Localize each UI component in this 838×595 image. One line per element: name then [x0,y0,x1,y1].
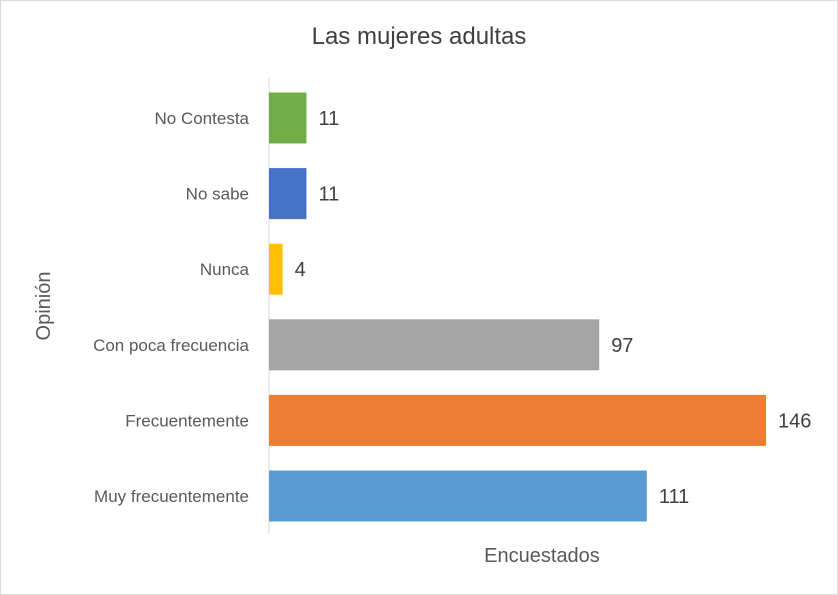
bar-5 [269,92,307,144]
value-label-1: 146 [778,410,811,432]
category-label-5: No Contesta [155,109,250,128]
bar-0 [269,470,647,522]
bar-1 [269,394,766,446]
chart-title: Las mujeres adultas [312,23,527,50]
category-label-0: Muy frecuentemente [94,487,249,506]
value-label-3: 4 [295,259,306,281]
value-label-5: 11 [318,108,339,130]
category-label-2: Con poca frecuencia [93,336,249,355]
category-label-1: Frecuentemente [125,411,249,430]
value-labels: 111 146 97 4 11 11 [295,108,812,508]
bar-4 [269,168,307,220]
value-label-2: 97 [611,335,633,357]
bar-3 [269,243,283,295]
category-labels: Muy frecuentemente Frecuentemente Con poca… [93,109,249,506]
bars-group [269,92,766,522]
bar-2 [269,319,600,371]
category-label-4: No sabe [186,185,249,204]
x-axis-title: Encuestados [484,545,600,567]
category-label-3: Nunca [200,260,250,279]
value-label-0: 111 [659,486,689,508]
value-label-4: 11 [318,184,339,206]
y-axis-title: Opinión [33,272,55,341]
